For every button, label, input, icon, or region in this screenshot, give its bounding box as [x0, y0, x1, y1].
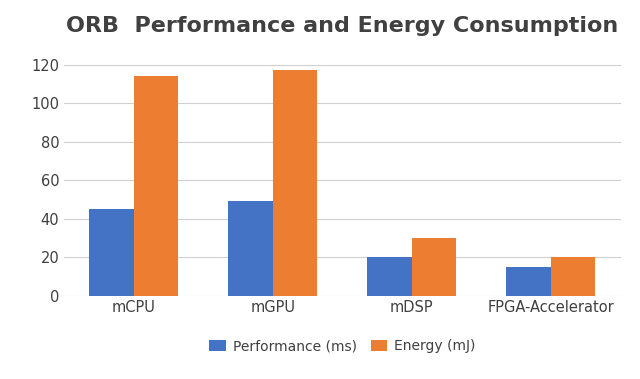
Bar [134, 76, 179, 296]
Bar [273, 70, 317, 296]
Bar [228, 201, 273, 296]
Bar [412, 238, 456, 296]
Bar [551, 257, 595, 296]
Bar [367, 257, 412, 296]
Legend: Performance (ms), Energy (mJ): Performance (ms), Energy (mJ) [204, 334, 481, 359]
Title: ORB  Performance and Energy Consumption: ORB Performance and Energy Consumption [67, 16, 618, 36]
Bar [90, 209, 134, 296]
Bar [506, 267, 551, 296]
